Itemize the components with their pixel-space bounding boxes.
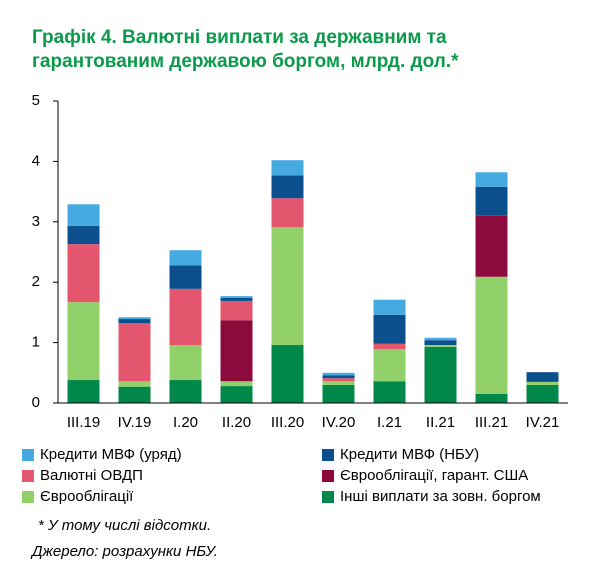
bar-segment [220, 297, 253, 301]
bar-segment [67, 302, 100, 381]
legend-label: Єврооблігації, гарант. США [340, 467, 528, 484]
bar-segment [475, 393, 508, 403]
bar-segment [322, 384, 355, 403]
bar-segment [424, 346, 457, 403]
bar-segment [322, 375, 355, 379]
bar-segment [373, 349, 406, 382]
bar-segment [220, 381, 253, 387]
source: Джерело: розрахунки НБУ. [30, 543, 218, 560]
bar-segment [271, 198, 304, 228]
legend-swatch [322, 449, 334, 461]
legend-label: Кредити МВФ (уряд) [40, 446, 182, 463]
bar-segment [220, 386, 253, 403]
legend-label: Валютні ОВДП [40, 467, 143, 484]
legend-label: Єврооблігації [40, 488, 134, 505]
bar-segment [118, 323, 151, 382]
y-tick-label: 0 [32, 394, 40, 411]
bar-segment [67, 380, 100, 403]
y-tick-label: 3 [32, 213, 40, 230]
x-tick-label: II.21 [426, 414, 455, 431]
x-tick-label: I.20 [173, 414, 198, 431]
x-tick-label: III.20 [271, 414, 304, 431]
bar-segment [67, 226, 100, 245]
bar-segment [373, 314, 406, 344]
x-tick-label: III.19 [67, 414, 100, 431]
x-tick-label: IV.21 [526, 414, 560, 431]
bar-segment [322, 381, 355, 385]
bar-segment [475, 276, 508, 394]
x-tick-label: III.21 [475, 414, 508, 431]
chart-title: Графік 4. Валютні виплати за державним т… [32, 27, 447, 48]
y-tick-label: 1 [32, 334, 40, 351]
legend-label: Кредити МВФ (НБУ) [340, 446, 479, 463]
bar-segment [169, 288, 202, 346]
bar-segment [169, 345, 202, 381]
bar-segment [220, 320, 253, 382]
legend-swatch [322, 491, 334, 503]
bar-segment [271, 160, 304, 176]
bar-segment [67, 244, 100, 303]
bar-segment [67, 204, 100, 227]
bar-segment [118, 381, 151, 387]
x-tick-label: IV.20 [322, 414, 356, 431]
bar-segment [526, 372, 559, 382]
legend-swatch [322, 470, 334, 482]
bar-segment [373, 299, 406, 315]
legend-label: Інші виплати за зовн. боргом [340, 488, 541, 505]
bar-segment [169, 380, 202, 403]
bar-segment [526, 384, 559, 403]
legend-swatch [22, 470, 34, 482]
bar-segment [220, 300, 253, 321]
bar-segment [322, 372, 355, 376]
x-tick-label: IV.19 [118, 414, 152, 431]
bar-segment [118, 319, 151, 324]
bar-segment [424, 345, 457, 347]
bar-segment [424, 340, 457, 346]
y-tick-label: 2 [32, 273, 40, 290]
bar-segment [526, 381, 559, 385]
bar-segment [169, 250, 202, 266]
bar-segment [475, 186, 508, 216]
bar-segment [271, 345, 304, 403]
bar-segment [373, 381, 406, 403]
chart-title: гарантованим державою боргом, млрд. дол.… [32, 51, 459, 72]
bar-segment [322, 378, 355, 382]
bar-segment [118, 386, 151, 403]
bar-segment [271, 175, 304, 199]
bar-segment [271, 227, 304, 346]
bar-segment [169, 265, 202, 289]
x-tick-label: II.20 [222, 414, 251, 431]
bar-segment [475, 215, 508, 277]
legend-swatch [22, 491, 34, 503]
y-tick-label: 4 [32, 152, 40, 169]
y-tick-label: 5 [32, 92, 40, 109]
bar-segment [475, 172, 508, 187]
x-tick-label: I.21 [377, 414, 402, 431]
footnote: * У тому числі відсотки. [38, 517, 211, 534]
bar-segment [118, 317, 151, 320]
bar-segment [424, 337, 457, 341]
legend-swatch [22, 449, 34, 461]
bar-segment [373, 343, 406, 350]
bar-segment [220, 296, 253, 298]
